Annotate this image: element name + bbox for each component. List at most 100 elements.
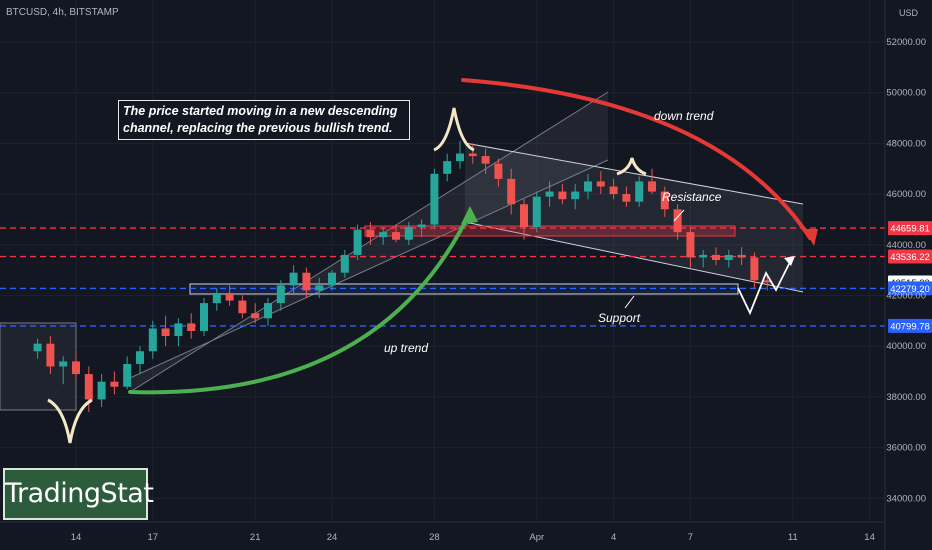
candle-body xyxy=(379,232,388,238)
y-tick-label: 34000.00 xyxy=(886,493,926,504)
candle-body xyxy=(123,363,132,387)
candle-body xyxy=(622,194,631,202)
x-tick-label: 17 xyxy=(148,532,159,543)
candle-body xyxy=(46,343,55,367)
price-level-badge xyxy=(888,281,932,296)
x-tick-label: 4 xyxy=(611,532,616,543)
y-axis: 52000.00 50000.00 48000.00 46000.00 44000.00… xyxy=(886,37,926,504)
trend-arrows xyxy=(47,78,818,444)
candle-body xyxy=(264,303,272,319)
candle-body xyxy=(174,323,183,337)
channel-lower-line xyxy=(129,159,609,379)
candle-body xyxy=(84,374,93,400)
y-tick-label: 48000.00 xyxy=(886,138,926,149)
y-tick-label: 44000.00 xyxy=(886,240,926,251)
candle-body xyxy=(456,153,464,162)
down-trend-arrow xyxy=(461,78,812,240)
candle-body xyxy=(558,191,567,200)
x-tick-label: 14 xyxy=(864,532,875,543)
price-level-label: 40799.78 xyxy=(890,321,930,332)
candle-body xyxy=(635,181,644,202)
annotation-label: down trend xyxy=(654,109,714,123)
price-level-badge xyxy=(888,318,932,333)
candle-body xyxy=(724,254,733,261)
up-trend-arrow xyxy=(128,210,472,395)
candle-body xyxy=(481,156,490,164)
y-tick-label: 46000.00 xyxy=(886,189,926,200)
x-tick-label: 24 xyxy=(327,532,338,543)
price-level-label: 43536.22 xyxy=(890,252,930,263)
candle-body xyxy=(430,173,439,225)
price-level-badge xyxy=(888,249,932,264)
annotation-label: Support xyxy=(598,311,641,325)
price-level-badge xyxy=(888,221,932,236)
candle-body xyxy=(212,292,221,304)
y-tick-label: 50000.00 xyxy=(886,88,926,99)
x-tick-label: Apr xyxy=(529,532,544,543)
annotation-label: up trend xyxy=(384,341,428,355)
resistance-pointer xyxy=(673,209,685,222)
candle-body xyxy=(468,153,477,157)
candle-body xyxy=(238,300,247,314)
candle-body xyxy=(584,181,592,192)
candle-body xyxy=(366,229,375,238)
candle-body xyxy=(200,303,208,331)
projection-zigzag xyxy=(737,257,793,316)
price-level-label: 42279.20 xyxy=(890,284,930,295)
x-tick-label: 14 xyxy=(71,532,82,543)
candle-body xyxy=(251,313,260,319)
resistance-zone xyxy=(364,225,736,237)
candle-body xyxy=(571,191,580,200)
candle-body xyxy=(712,254,720,261)
candle-body xyxy=(532,196,541,228)
desc-channel-upper-line xyxy=(464,142,804,205)
candle-body xyxy=(443,161,452,174)
candle-body xyxy=(609,186,618,195)
x-tick-label: 11 xyxy=(788,532,798,543)
candle-body xyxy=(302,272,311,291)
candle-body xyxy=(404,227,413,240)
candle-body xyxy=(97,381,106,400)
candle-body xyxy=(72,361,80,375)
support-pointer xyxy=(624,295,635,309)
candle-body xyxy=(33,343,42,352)
candle-body xyxy=(161,328,170,337)
candle-body xyxy=(686,232,695,258)
top-peak-mark xyxy=(433,107,475,152)
candle-body xyxy=(148,328,157,352)
annotations: down trend Resistance Support up trend xyxy=(384,109,722,355)
y-tick-label: 42000.00 xyxy=(886,291,926,302)
price-level-label: 44659.81 xyxy=(890,224,930,235)
x-tick-label: 28 xyxy=(429,532,440,543)
annotation-label: Resistance xyxy=(662,190,722,204)
symbol-label: BTCUSD, 4h, BITSTAMP xyxy=(6,7,119,18)
candle-body xyxy=(750,257,759,281)
candle-body xyxy=(225,292,234,301)
candle-body xyxy=(417,224,426,228)
x-tick-label: 7 xyxy=(688,532,693,543)
candle-body xyxy=(59,361,68,367)
candle-body xyxy=(648,181,656,192)
candle-body xyxy=(315,285,324,291)
second-peak-mark xyxy=(616,157,647,176)
y-tick-label: 36000.00 xyxy=(886,443,926,454)
candle-body xyxy=(392,232,400,240)
y-tick-label: 52000.00 xyxy=(886,37,926,48)
down-trend-arrowhead xyxy=(804,229,818,246)
x-tick-label: 21 xyxy=(250,532,261,543)
y-tick-label: 38000.00 xyxy=(886,392,926,403)
chart-grid xyxy=(0,0,885,522)
candle-body xyxy=(340,254,349,273)
candle-body xyxy=(520,204,528,228)
candle-body xyxy=(276,285,285,304)
x-axis: 14 17 21 24 28 Apr 4 7 11 14 xyxy=(71,532,875,543)
analysis-note: The price started moving in a new descen… xyxy=(118,100,410,140)
candle-body xyxy=(289,272,298,286)
consolidation-box xyxy=(0,322,77,411)
projection-arrowhead xyxy=(784,256,795,266)
candle-body xyxy=(110,381,119,387)
y-tick-label: 40000.00 xyxy=(886,341,926,352)
candle-body xyxy=(494,163,503,179)
candle-body xyxy=(699,254,708,258)
